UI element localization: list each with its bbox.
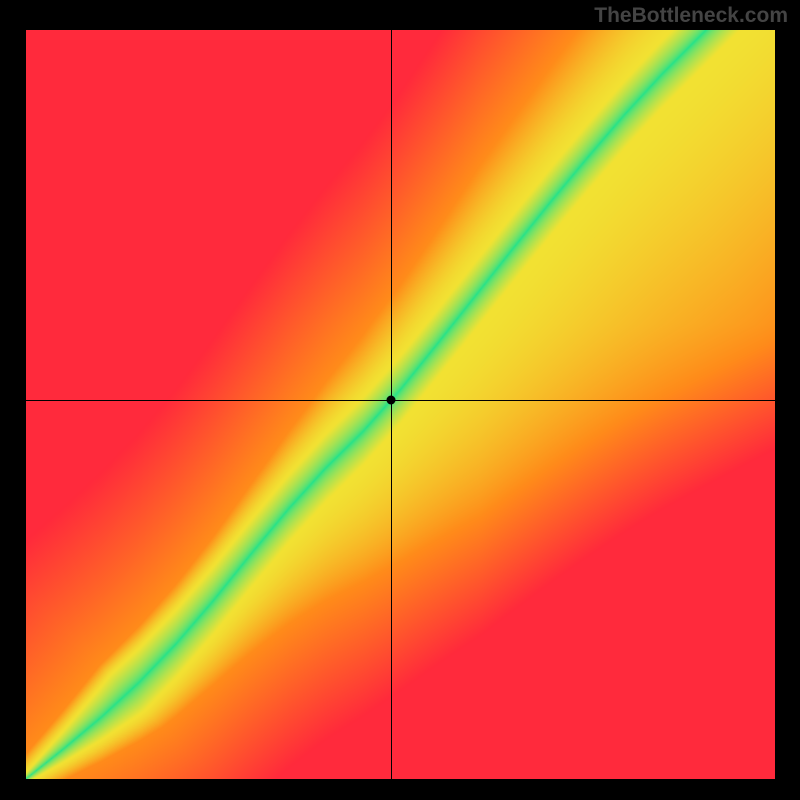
heatmap-plot (26, 30, 775, 779)
crosshair-point (387, 396, 396, 405)
crosshair-vertical (391, 30, 392, 779)
watermark-text: TheBottleneck.com (594, 4, 788, 28)
crosshair-horizontal (26, 400, 775, 401)
chart-container: TheBottleneck.com (0, 0, 800, 800)
heatmap-canvas (26, 30, 775, 779)
